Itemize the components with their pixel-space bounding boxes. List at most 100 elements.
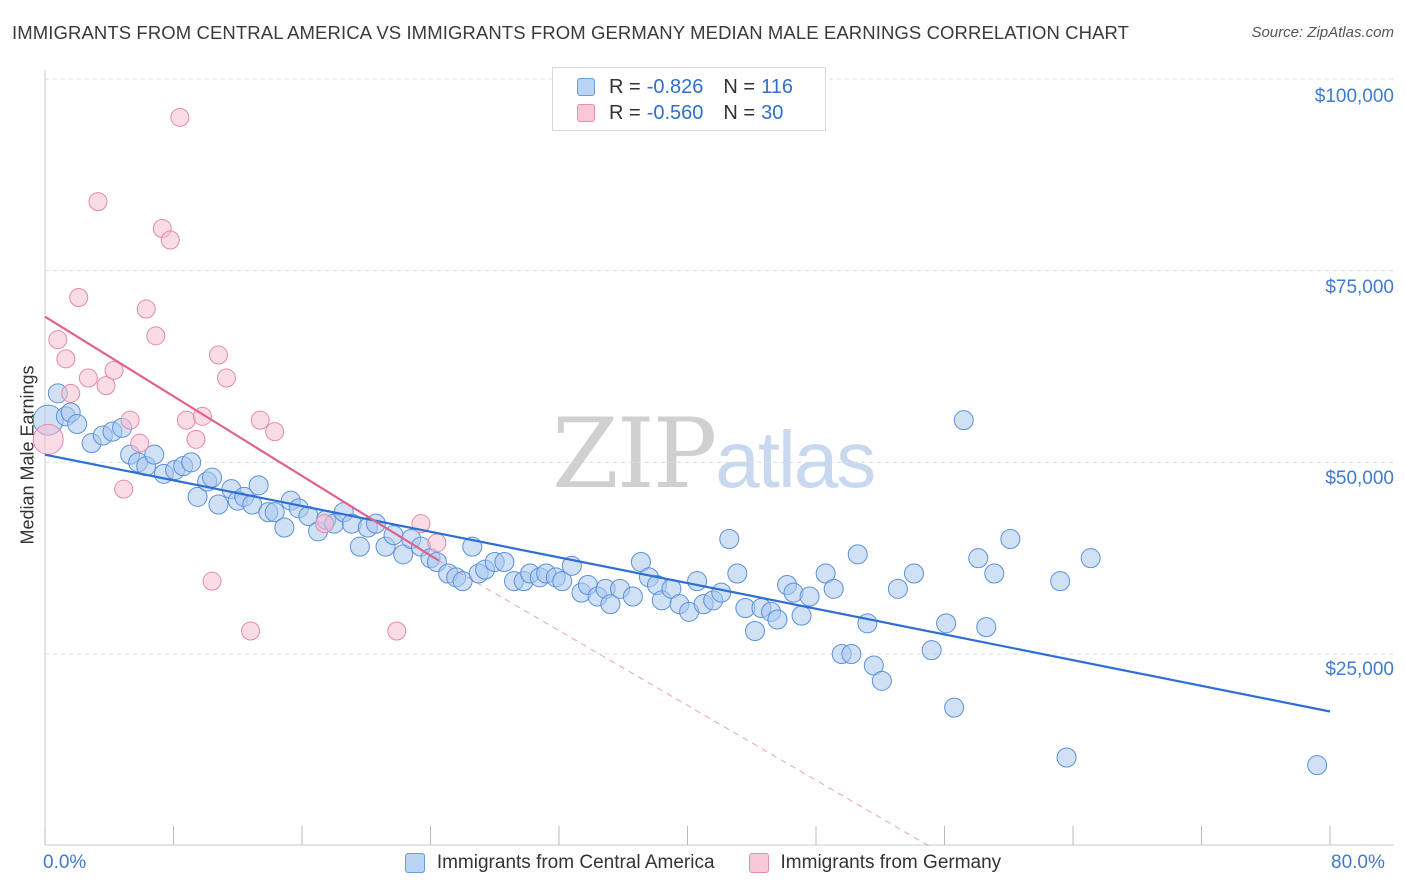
- point-germany-11: [130, 433, 150, 453]
- point-central-america-19: [202, 467, 223, 488]
- point-germany-10: [120, 410, 140, 430]
- point-central-america-80: [711, 582, 732, 603]
- legend-swatch-pink: [748, 853, 769, 873]
- point-central-america-87: [767, 609, 788, 630]
- point-central-america-69: [622, 586, 643, 607]
- point-central-america-84: [744, 621, 765, 641]
- point-central-america-61: [552, 571, 573, 592]
- point-central-america-16: [181, 452, 202, 473]
- y-tick-label-50000: $50,000: [1325, 468, 1394, 489]
- point-central-america-37: [349, 536, 370, 557]
- point-central-america-109: [1000, 529, 1021, 549]
- legend-r-value: -0.560: [646, 101, 704, 124]
- point-germany-7: [96, 376, 116, 396]
- point-germany-29: [427, 533, 447, 553]
- point-central-america-107: [976, 617, 997, 638]
- legend-swatch-pink: [577, 104, 595, 122]
- point-central-america-113: [1307, 755, 1328, 776]
- point-central-america-103: [936, 613, 957, 634]
- point-central-america-111: [1056, 747, 1077, 768]
- point-central-america-95: [841, 644, 862, 664]
- point-central-america-108: [984, 563, 1005, 584]
- legend-label-central-america: Immigrants from Central America: [436, 852, 715, 873]
- point-central-america-81: [719, 529, 740, 549]
- point-germany-21: [208, 345, 228, 365]
- legend-n-value: 116: [761, 75, 793, 98]
- legend-label-germany: Immigrants from Germany: [780, 852, 1002, 873]
- point-central-america-49: [452, 571, 473, 592]
- point-central-america-96: [847, 544, 868, 565]
- legend-row-germany: R = -0.560 N = 30: [577, 101, 783, 125]
- point-germany-16: [170, 107, 190, 127]
- point-central-america-82: [727, 563, 748, 584]
- point-germany-6: [88, 192, 108, 212]
- y-tick-label-25000: $25,000: [1325, 659, 1394, 680]
- point-central-america-91: [799, 586, 820, 607]
- x-tick-label-max: 80.0%: [1331, 852, 1385, 873]
- point-central-america-105: [953, 410, 974, 431]
- point-central-america-102: [921, 640, 942, 661]
- point-central-america-110: [1050, 571, 1071, 592]
- point-central-america-28: [274, 517, 295, 538]
- point-germany-20: [202, 571, 222, 591]
- point-central-america-101: [903, 563, 924, 584]
- legend-swatch-blue: [577, 78, 595, 96]
- point-central-america-90: [791, 605, 812, 626]
- point-central-america-12: [144, 444, 165, 465]
- point-central-america-106: [968, 548, 989, 569]
- point-germany-23: [241, 621, 261, 641]
- point-central-america-54: [494, 552, 515, 572]
- legend-r-label: R =: [609, 75, 641, 98]
- point-germany-12: [136, 299, 156, 319]
- point-germany-26: [314, 514, 334, 534]
- trendline-germany: [44, 315, 440, 562]
- point-germany-3: [61, 383, 81, 403]
- point-central-america-100: [887, 578, 908, 599]
- point-germany-24: [250, 410, 270, 430]
- point-central-america-67: [600, 594, 621, 615]
- legend-n-label: N =: [723, 101, 756, 124]
- point-germany-15: [160, 230, 180, 250]
- watermark-atlas: atlas: [715, 415, 876, 504]
- legend-item-central-america: Immigrants from Central America: [404, 852, 715, 874]
- point-germany-8: [104, 360, 124, 380]
- y-tick-label-100000: $100,000: [1314, 86, 1394, 107]
- point-germany-2: [56, 349, 76, 369]
- point-central-america-4: [67, 414, 88, 434]
- point-germany-9: [114, 479, 134, 499]
- legend-swatch-blue: [404, 853, 425, 873]
- correlation-legend: R = -0.826 N = 116 R = -0.560 N = 30: [552, 67, 826, 131]
- chart-title: IMMIGRANTS FROM CENTRAL AMERICA VS IMMIG…: [12, 22, 1130, 43]
- point-central-america-93: [823, 578, 844, 599]
- point-germany-25: [265, 422, 285, 442]
- point-germany-4: [69, 288, 89, 307]
- series-legend: Immigrants from Central America Immigran…: [0, 852, 1406, 874]
- legend-r-label: R =: [609, 101, 641, 124]
- point-central-america-104: [944, 697, 965, 718]
- point-central-america-77: [687, 571, 708, 592]
- point-central-america-27: [264, 502, 285, 523]
- point-central-america-20: [208, 494, 229, 515]
- legend-n-label: N =: [723, 75, 756, 98]
- point-central-america-17: [187, 486, 208, 507]
- trendline-central-america: [44, 453, 1331, 713]
- y-axis-label: Median Male Earnings: [17, 365, 38, 545]
- legend-r-value: -0.826: [646, 75, 704, 98]
- legend-row-central-america: R = -0.826 N = 116: [577, 75, 793, 99]
- point-central-america-25: [248, 475, 269, 496]
- point-central-america-99: [871, 670, 892, 691]
- point-germany-1: [48, 330, 68, 350]
- y-tick-label-75000: $75,000: [1325, 277, 1394, 298]
- source-label: Source: ZipAtlas.com: [1251, 24, 1394, 41]
- point-germany-5: [78, 368, 98, 388]
- point-germany-22: [217, 368, 237, 388]
- legend-item-germany: Immigrants from Germany: [748, 852, 1002, 874]
- x-tick-label-min: 0.0%: [43, 852, 87, 873]
- point-central-america-112: [1080, 548, 1101, 569]
- point-germany-13: [146, 326, 166, 346]
- legend-n-value: 30: [761, 101, 784, 124]
- point-germany-18: [186, 429, 206, 449]
- watermark: ZIPatlas: [552, 398, 876, 510]
- watermark-zip: ZIP: [552, 398, 717, 510]
